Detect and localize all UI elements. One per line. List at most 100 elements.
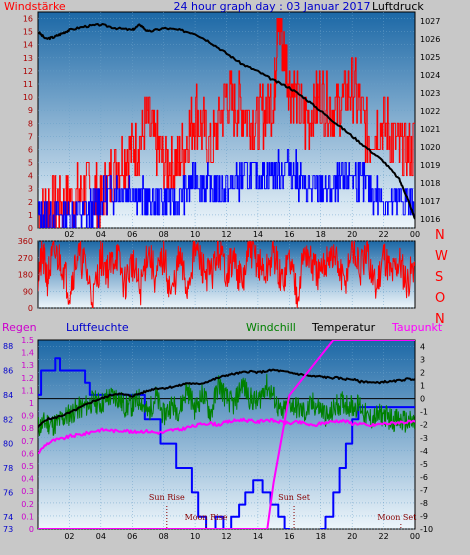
humidity-tick-84: 84 <box>3 391 13 400</box>
pressure-tick-1018: 1018 <box>420 179 440 188</box>
chart-title: 24 hour graph day : 03 Januar 2017 <box>174 0 371 13</box>
pressure-tick-1023: 1023 <box>420 89 440 98</box>
compass-label-4: N <box>435 312 445 327</box>
bot-x-tick-18: 18 <box>316 532 326 541</box>
rain-tick-0.9: 0.9 <box>21 412 34 421</box>
direction-tick-360: 360 <box>18 237 33 246</box>
pressure-axis-title: Luftdruck <box>372 0 424 13</box>
pressure-tick-1019: 1019 <box>420 161 440 170</box>
bot-x-tick-00: 00 <box>410 532 420 541</box>
direction-tick-90: 90 <box>23 287 33 296</box>
top-x-tick-10: 10 <box>190 230 200 239</box>
rain-tick-0.3: 0.3 <box>21 487 34 496</box>
bot-x-tick-04: 04 <box>96 532 106 541</box>
top-x-tick-02: 02 <box>64 230 74 239</box>
wind-tick-8: 8 <box>28 119 33 128</box>
wind-tick-10: 10 <box>23 93 33 102</box>
windchill-line <box>38 373 415 437</box>
humidity-tick-76: 76 <box>3 488 13 497</box>
rain-tick-1.4: 1.4 <box>21 349 34 358</box>
sun-set-label: Sun Set <box>278 493 311 502</box>
temp-tick--6: -6 <box>420 473 428 482</box>
temp-tick-2: 2 <box>420 369 425 378</box>
temp-tick--3: -3 <box>420 434 428 443</box>
plot-area-bottom <box>37 339 416 530</box>
temp-tick-3: 3 <box>420 356 425 365</box>
bot-x-tick-06: 06 <box>127 532 137 541</box>
temp-tick--5: -5 <box>420 460 428 469</box>
wind-tick-16: 16 <box>23 15 33 24</box>
rain-tick-1: 1 <box>29 399 34 408</box>
humidity-tick-88: 88 <box>3 342 13 351</box>
windchill-legend: Windchill <box>246 321 296 334</box>
rain-line <box>38 340 415 529</box>
top-x-tick-12: 12 <box>221 230 231 239</box>
wind-tick-4: 4 <box>28 172 33 181</box>
compass-label-3: O <box>435 291 445 306</box>
rain-tick-0.1: 0.1 <box>21 512 34 521</box>
direction-tick-180: 180 <box>18 271 33 280</box>
temp-tick-4: 4 <box>420 343 425 352</box>
rain-tick-0.7: 0.7 <box>21 437 34 446</box>
direction-tick-0: 0 <box>28 304 33 313</box>
temp-tick--10: -10 <box>420 525 433 534</box>
rain-tick-0: 0 <box>29 525 34 534</box>
temp-tick--9: -9 <box>420 512 428 521</box>
top-x-tick-04: 04 <box>96 230 106 239</box>
humidity-line <box>38 357 415 529</box>
top-x-tick-16: 16 <box>284 230 294 239</box>
top-x-tick-06: 06 <box>127 230 137 239</box>
rain-tick-0.4: 0.4 <box>21 475 34 484</box>
rain-tick-1.1: 1.1 <box>21 386 34 395</box>
rain-tick-1.2: 1.2 <box>21 374 34 383</box>
bot-x-tick-16: 16 <box>284 532 294 541</box>
humidity-tick-80: 80 <box>3 440 13 449</box>
rain-tick-0.2: 0.2 <box>21 500 34 509</box>
humidity-tick-73: 73 <box>3 525 13 534</box>
pressure-line <box>38 23 415 220</box>
wind-tick-2: 2 <box>28 198 33 207</box>
bot-x-tick-10: 10 <box>190 532 200 541</box>
wind-tick-13: 13 <box>23 54 33 63</box>
dewpoint-legend: Taupunkt <box>391 321 443 334</box>
temp-tick-0: 0 <box>420 395 425 404</box>
wind-speed-line <box>38 18 415 228</box>
wind-tick-11: 11 <box>23 80 33 89</box>
pressure-tick-1020: 1020 <box>420 143 440 152</box>
top-x-tick-00: 00 <box>410 230 420 239</box>
rain-tick-1.5: 1.5 <box>21 336 34 345</box>
wind-tick-5: 5 <box>28 159 33 168</box>
pressure-tick-1027: 1027 <box>420 17 440 26</box>
compass-label-0: N <box>435 228 445 243</box>
bot-x-tick-20: 20 <box>347 532 357 541</box>
temp-tick--8: -8 <box>420 499 428 508</box>
top-x-tick-22: 22 <box>378 230 388 239</box>
moon-set-label: Moon Set <box>377 513 417 522</box>
moon-rise-label: Moon Rise <box>185 513 228 522</box>
pressure-tick-1022: 1022 <box>420 107 440 116</box>
wind-axis-title: Windstärke <box>4 0 66 13</box>
top-x-tick-08: 08 <box>159 230 169 239</box>
humidity-tick-78: 78 <box>3 464 13 473</box>
pressure-tick-1017: 1017 <box>420 197 440 206</box>
compass-label-1: W <box>435 249 448 264</box>
top-x-tick-20: 20 <box>347 230 357 239</box>
wind-tick-12: 12 <box>23 67 33 76</box>
temp-tick--7: -7 <box>420 486 428 495</box>
pressure-tick-1025: 1025 <box>420 53 440 62</box>
dewpoint-line <box>38 417 415 455</box>
temp-tick--1: -1 <box>420 408 428 417</box>
wind-tick-1: 1 <box>28 211 33 220</box>
temperature-legend: Temperatur <box>311 321 376 334</box>
bot-x-tick-22: 22 <box>378 532 388 541</box>
temp-tick-1: 1 <box>420 382 425 391</box>
sun-rise-label: Sun Rise <box>149 493 185 502</box>
rain-tick-1.3: 1.3 <box>21 361 34 370</box>
bot-x-tick-12: 12 <box>221 532 231 541</box>
wind-tick-0: 0 <box>28 224 33 233</box>
rain-axis-title: Regen <box>2 321 37 334</box>
humidity-tick-86: 86 <box>3 366 13 375</box>
wind-tick-6: 6 <box>28 145 33 154</box>
humidity-tick-82: 82 <box>3 415 13 424</box>
